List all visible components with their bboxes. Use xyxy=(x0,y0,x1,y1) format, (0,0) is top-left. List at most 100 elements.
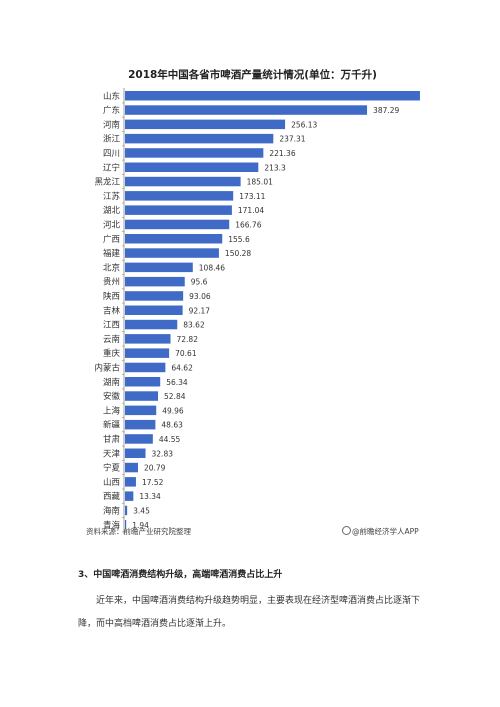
category-label: 湖南 xyxy=(103,377,120,388)
bar xyxy=(125,262,193,273)
data-label: 237.31 xyxy=(279,135,305,144)
category-label: 上海 xyxy=(103,405,121,416)
chart-title: 2018年中国各省市啤酒产量统计情况(单位：万千升) xyxy=(128,69,377,81)
bar xyxy=(125,219,230,230)
category-label: 黑龙江 xyxy=(94,177,120,188)
bar xyxy=(125,291,184,301)
data-label: 95.6 xyxy=(191,278,208,287)
brand-logo-icon xyxy=(342,526,351,535)
category-label: 甘肃 xyxy=(103,434,121,445)
bar-chart: 山东471.9广东387.29河南256.13浙江237.31四川221.36辽… xyxy=(94,88,420,535)
category-label: 吉林 xyxy=(103,305,121,316)
data-label: 93.06 xyxy=(189,292,211,301)
data-label: 83.62 xyxy=(183,321,205,330)
bar xyxy=(125,462,138,473)
source-attribution-text: @前瞻经济学人APP xyxy=(352,527,419,536)
bar xyxy=(125,434,153,444)
source-label: 资料来源：前瞻产业研究院整理 xyxy=(86,527,191,536)
bar xyxy=(125,91,420,101)
bar xyxy=(125,405,157,416)
section-heading: 3、中国啤酒消费结构升级，高端啤酒消费占比上升 xyxy=(78,570,283,580)
category-label: 宁夏 xyxy=(103,463,121,474)
category-label: 贵州 xyxy=(103,277,120,288)
bar xyxy=(125,234,223,244)
bar xyxy=(125,248,219,258)
data-label: 44.55 xyxy=(159,435,181,444)
data-label: 1.94 xyxy=(132,521,149,530)
bar xyxy=(125,505,128,516)
data-label: 49.96 xyxy=(162,406,184,415)
category-label: 河南 xyxy=(103,119,120,130)
bar xyxy=(125,176,241,187)
bar xyxy=(125,477,136,487)
bar xyxy=(125,191,234,201)
category-label: 北京 xyxy=(103,262,120,273)
category-label: 广西 xyxy=(103,234,120,245)
bar xyxy=(125,305,183,315)
chart-figure: 2018年中国各省市啤酒产量统计情况(单位：万千升) 山东471.9广东387.… xyxy=(80,55,425,545)
category-label: 陕西 xyxy=(103,291,120,302)
data-label: 48.63 xyxy=(161,421,183,430)
category-label: 重庆 xyxy=(103,348,121,359)
data-label: 150.28 xyxy=(225,249,251,258)
data-label: 155.6 xyxy=(228,235,250,244)
category-label: 海南 xyxy=(103,505,120,516)
bar xyxy=(125,362,166,373)
data-label: 72.82 xyxy=(177,335,199,344)
category-label: 辽宁 xyxy=(103,162,120,173)
data-label: 387.29 xyxy=(373,106,399,115)
bar xyxy=(125,520,127,530)
data-label: 52.84 xyxy=(164,392,186,401)
category-label: 湖北 xyxy=(103,206,121,216)
bar xyxy=(125,148,264,158)
bar xyxy=(125,105,368,115)
source-attribution: @前瞻经济学人APP xyxy=(342,526,419,537)
bar xyxy=(125,334,171,344)
data-label: 20.79 xyxy=(144,464,166,473)
data-label: 173.11 xyxy=(239,192,265,201)
category-label: 河北 xyxy=(103,219,121,230)
data-label: 213.3 xyxy=(264,163,286,172)
data-label: 32.83 xyxy=(152,449,174,458)
data-label: 17.52 xyxy=(142,478,164,487)
data-label: 92.17 xyxy=(189,306,211,315)
bar xyxy=(125,419,156,430)
data-label: 108.46 xyxy=(199,263,225,272)
category-label: 江苏 xyxy=(103,191,121,202)
data-label: 64.62 xyxy=(171,363,193,372)
body-paragraph: 近年来，中国啤酒消费结构升级趋势明显，主要表现在经济型啤酒消费占比逐渐下降，而中… xyxy=(78,596,421,629)
bar xyxy=(125,276,185,287)
data-label: 185.01 xyxy=(247,178,273,187)
bar xyxy=(125,448,146,458)
bar xyxy=(125,348,170,358)
category-label: 山东 xyxy=(103,91,120,102)
category-label: 浙江 xyxy=(103,134,121,145)
category-label: 云南 xyxy=(103,334,120,345)
category-label: 四川 xyxy=(103,149,120,159)
bar xyxy=(125,377,161,387)
category-label: 新疆 xyxy=(103,420,121,431)
category-label: 安徽 xyxy=(103,391,121,402)
data-label: 166.76 xyxy=(235,220,261,229)
category-label: 山西 xyxy=(103,477,120,488)
category-label: 青海 xyxy=(103,520,121,531)
data-label: 171.04 xyxy=(238,206,264,215)
data-label: 70.61 xyxy=(175,349,197,358)
category-label: 西藏 xyxy=(103,491,121,502)
bar xyxy=(125,162,259,172)
category-label: 天津 xyxy=(103,448,121,459)
data-label: 13.34 xyxy=(139,492,161,501)
bar xyxy=(125,133,274,144)
data-label: 221.36 xyxy=(269,149,295,158)
bar xyxy=(125,491,134,501)
data-label: 256.13 xyxy=(291,120,317,129)
data-label: 3.45 xyxy=(133,506,150,515)
category-label: 江西 xyxy=(103,321,120,331)
bar xyxy=(125,391,159,401)
category-label: 福建 xyxy=(103,248,121,259)
bar xyxy=(125,119,286,130)
category-label: 内蒙古 xyxy=(94,362,120,373)
bar xyxy=(125,205,232,215)
bar xyxy=(125,319,178,330)
data-label: 56.34 xyxy=(166,378,188,387)
